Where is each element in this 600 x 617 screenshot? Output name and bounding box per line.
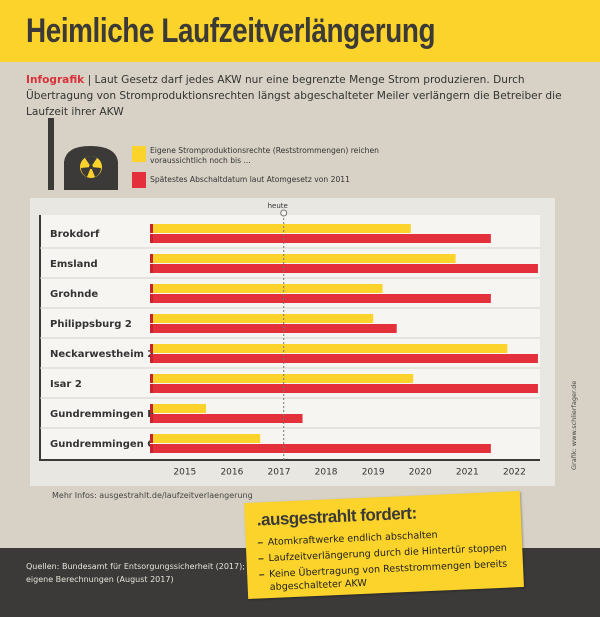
bar — [150, 414, 303, 423]
bar-start — [150, 284, 153, 293]
x-tick-label: 2020 — [409, 468, 432, 478]
plant-icon — [48, 118, 118, 190]
bar-start — [150, 414, 153, 423]
bar — [150, 324, 397, 333]
credit: Grafik: www.schlierfager.de — [570, 380, 578, 470]
intro: Infografik | Laut Gesetz darf jedes AKW … — [26, 72, 566, 120]
legend-swatch — [132, 172, 146, 188]
bar-start — [150, 354, 153, 363]
bar-start — [150, 254, 153, 263]
bar-start — [150, 324, 153, 333]
bar — [150, 434, 261, 443]
bar-start — [150, 224, 153, 233]
category-label: Gundremmingen B — [50, 409, 155, 420]
bar — [150, 264, 538, 273]
bar — [150, 234, 491, 243]
demands-box: .ausgestrahlt fordert: Atomkraftwerke en… — [244, 491, 524, 599]
bar-start — [150, 384, 153, 393]
bar — [150, 284, 383, 293]
x-tick-label: 2019 — [362, 468, 385, 478]
bar — [150, 254, 456, 263]
x-tick-label: 2016 — [220, 468, 243, 478]
legend-label: Eigene Stromproduktionsrechte (Reststrom… — [150, 146, 379, 165]
source: Quellen: Bundesamt für Entsorgungssicher… — [26, 562, 245, 571]
bar — [150, 374, 414, 383]
bar — [150, 294, 491, 303]
bar-start — [150, 294, 153, 303]
x-tick-label: 2015 — [173, 468, 196, 478]
x-tick-label: 2021 — [456, 468, 479, 478]
header: Heimliche Laufzeitverlängerung — [0, 0, 600, 62]
demands-title: .ausgestrahlt fordert: — [256, 503, 418, 530]
legend-swatch — [132, 146, 146, 162]
category-label: Brokdorf — [50, 229, 100, 240]
source: eigene Berechnungen (August 2017) — [26, 575, 174, 584]
category-label: Philippsburg 2 — [50, 319, 132, 330]
more-info: Mehr Infos: ausgestrahlt.de/laufzeitverl… — [52, 491, 253, 500]
legend-label: Spätestes Abschaltdatum laut Atomgesetz … — [150, 175, 350, 184]
bar-start — [150, 234, 153, 243]
bar-start — [150, 264, 153, 273]
bar-start — [150, 374, 153, 383]
bar-start — [150, 344, 153, 353]
x-tick-label: 2017 — [268, 468, 291, 478]
bar — [150, 344, 508, 353]
bar — [150, 224, 411, 233]
bar-start — [150, 434, 153, 443]
category-label: Grohnde — [50, 289, 98, 300]
bar — [150, 314, 374, 323]
category-label: Neckarwestheim 2 — [50, 349, 154, 360]
title: Heimliche Laufzeitverlängerung — [26, 12, 436, 50]
today-label: heute — [268, 202, 288, 210]
bar-start — [150, 404, 153, 413]
bar-start — [150, 314, 153, 323]
demand-text: Keine Übertragung von Reststrommengen be… — [268, 558, 508, 594]
bar — [150, 384, 538, 393]
category-label: Gundremmingen C — [50, 439, 155, 450]
bar — [150, 404, 207, 413]
intro-label: Infografik — [26, 74, 85, 86]
bar — [150, 444, 491, 453]
category-label: Isar 2 — [50, 379, 82, 390]
bar-start — [150, 444, 153, 453]
today-marker — [280, 209, 288, 217]
category-label: Emsland — [50, 259, 98, 270]
intro-text: | Laut Gesetz darf jedes AKW nur eine be… — [26, 74, 562, 118]
x-tick-label: 2022 — [503, 468, 526, 478]
x-tick-label: 2018 — [315, 468, 338, 478]
bar — [150, 354, 538, 363]
